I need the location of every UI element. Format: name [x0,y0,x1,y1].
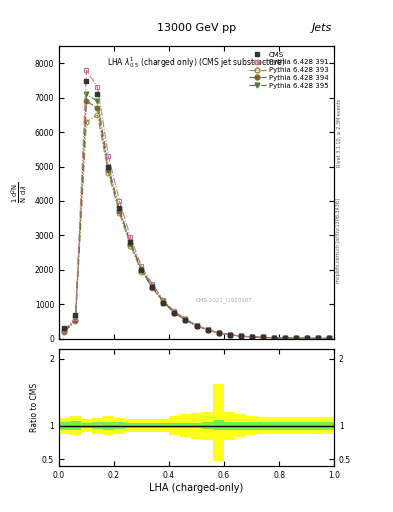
Text: CMS-2021_I1920187: CMS-2021_I1920187 [196,298,252,304]
Y-axis label: $\frac{1}{\mathregular{N}}\frac{\mathregular{d}^2\mathregular{N}}{\mathregular{d: $\frac{1}{\mathregular{N}}\frac{\mathreg… [9,182,29,203]
Text: mcplots.cern.ch [arXiv:1306.3436]: mcplots.cern.ch [arXiv:1306.3436] [336,198,341,283]
Y-axis label: Ratio to CMS: Ratio to CMS [30,383,39,432]
Text: 13000 GeV pp: 13000 GeV pp [157,23,236,33]
Legend: CMS, Pythia 6.428 391, Pythia 6.428 393, Pythia 6.428 394, Pythia 6.428 395: CMS, Pythia 6.428 391, Pythia 6.428 393,… [246,50,331,91]
Text: Rivet 3.1.10, ≥ 2.3M events: Rivet 3.1.10, ≥ 2.3M events [336,99,341,167]
Text: LHA $\lambda^{1}_{0.5}$ (charged only) (CMS jet substructure): LHA $\lambda^{1}_{0.5}$ (charged only) (… [107,55,286,70]
Text: Jets: Jets [312,23,332,33]
X-axis label: LHA (charged-only): LHA (charged-only) [149,482,244,493]
